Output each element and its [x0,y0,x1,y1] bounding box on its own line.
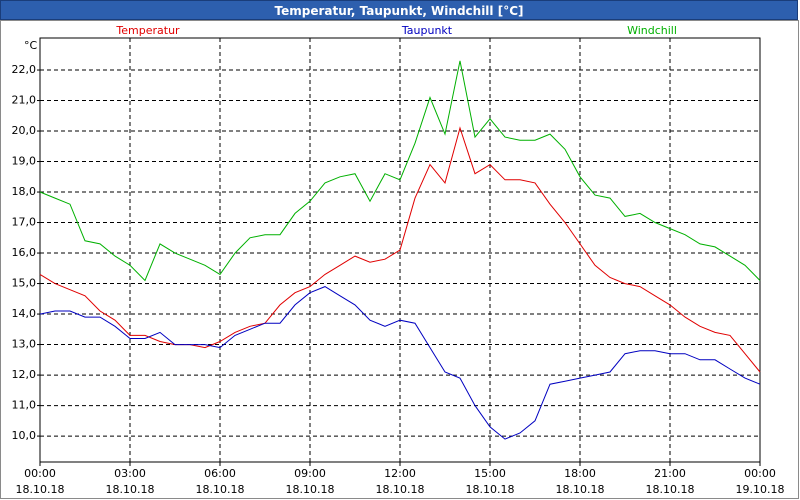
y-tick-label: 14,0 [12,307,37,320]
x-tick-date: 18.10.18 [556,483,605,496]
series-line [39,126,761,373]
x-tick-label: 18:00 [564,467,596,480]
y-tick-label: 16,0 [12,246,37,259]
x-tick-label: 21:00 [654,467,686,480]
x-tick-date: 18.10.18 [16,483,65,496]
x-tick-date: 18.10.18 [466,483,515,496]
legend-label: Taupunkt [401,24,453,37]
x-tick-label: 09:00 [294,467,326,480]
y-tick-label: 12,0 [12,368,37,381]
legend-label: Windchill [627,24,677,37]
y-tick-label: 15,0 [12,277,37,290]
y-tick-label: 21,0 [12,94,37,107]
x-tick-date: 18.10.18 [286,483,335,496]
y-tick-label: 11,0 [12,399,37,412]
y-tick-label: 22,0 [12,63,37,76]
x-tick-date: 18.10.18 [196,483,245,496]
series-line [39,60,761,282]
chart-title: Temperatur, Taupunkt, Windchill [°C] [0,0,798,20]
x-tick-label: 00:00 [744,467,776,480]
y-tick-label: 18,0 [12,185,37,198]
y-tick-label: 20,0 [12,124,37,137]
x-tick-date: 19.10.18 [736,483,785,496]
x-tick-label: 12:00 [384,467,416,480]
x-tick-date: 18.10.18 [646,483,695,496]
x-tick-label: 00:00 [24,467,56,480]
y-tick-label: 19,0 [12,155,37,168]
x-tick-label: 06:00 [204,467,236,480]
legend-label: Temperatur [115,24,180,37]
y-tick-label: 10,0 [12,429,37,442]
x-tick-label: 15:00 [474,467,506,480]
y-unit: °C [24,39,38,52]
series-line [39,286,761,440]
frame [0,20,799,499]
x-tick-date: 18.10.18 [106,483,155,496]
y-tick-label: 17,0 [12,216,37,229]
x-tick-label: 03:00 [114,467,146,480]
y-tick-label: 13,0 [12,338,37,351]
x-tick-date: 18.10.18 [376,483,425,496]
